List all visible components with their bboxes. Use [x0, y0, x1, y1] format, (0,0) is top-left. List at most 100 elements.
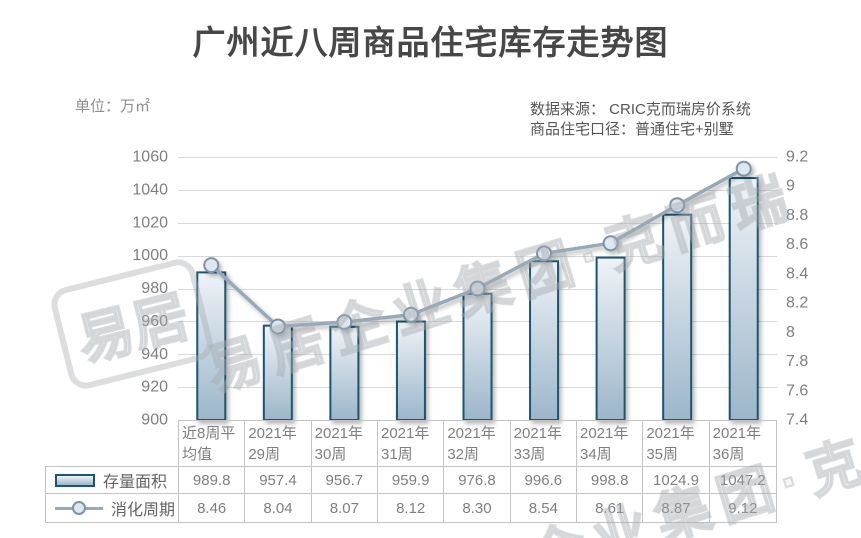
category-header-cell: 2021年 34周: [577, 421, 644, 466]
table-value-cell: 959.9: [378, 467, 445, 494]
bar-series: [196, 177, 759, 422]
bar: [262, 324, 293, 421]
table-value-cell: 8.87: [643, 494, 710, 522]
table-value-cell: 956.7: [311, 467, 378, 494]
bar: [595, 256, 626, 421]
category-header-cell: 2021年 30周: [312, 421, 378, 466]
data-table-header-row: 近8周平 均值 2021年 29周 2021年 30周 2021年 31周 2021年 32周 20…: [178, 420, 777, 467]
category-header-line: 31周: [381, 446, 413, 463]
table-value-cell: 8.12: [378, 494, 445, 522]
right-axis-tick-label: 8.4: [786, 265, 808, 282]
data-table-body: 存量面积 989.8 957.4 956.7 959.9 976.8 996.6 998.8 1…: [45, 466, 777, 523]
category-header-cell: 近8周平均值: [179, 421, 246, 466]
left-axis-tick-label: 980: [141, 280, 168, 297]
left-axis-tick-label: 1040: [132, 181, 168, 198]
table-value-cell: 996.6: [510, 467, 577, 494]
table-value-cell: 8.30: [444, 494, 511, 522]
source-line-1: 数据来源： CRIC克而瑞房价系统: [530, 101, 751, 118]
chart-title: 广州近八周商品住宅库存走势图: [192, 24, 669, 61]
table-value-cell: 989.8: [179, 467, 246, 494]
line-marker: [536, 245, 553, 262]
bar: [395, 320, 426, 421]
line-marker: [203, 257, 220, 274]
legend-cell-inventory-area: 存量面积: [46, 467, 179, 494]
category-header-line: 29周: [248, 446, 281, 463]
category-header-line: 2021年: [580, 425, 629, 442]
left-axis-tick-label: 1000: [132, 247, 168, 264]
right-axis-tick-label: 9: [786, 178, 795, 195]
bar: [329, 325, 360, 421]
line-marker: [735, 160, 752, 177]
right-axis-tick-label: 8.6: [786, 236, 808, 253]
table-value-cell: 9.12: [728, 499, 758, 517]
category-header-line: 2021年: [447, 425, 496, 442]
line-marker: [602, 235, 619, 252]
line-marker: [269, 318, 286, 335]
left-axis-tick-label: 940: [141, 346, 168, 363]
right-axis-tick-label: 8: [786, 324, 795, 341]
category-header-line: 2021年: [248, 425, 297, 442]
table-value-cell: 8.04: [245, 494, 312, 522]
category-header-cell: 2021年 36周: [710, 421, 776, 466]
category-header-line: 2021年: [513, 425, 563, 442]
bar-legend-swatch-icon: [55, 473, 95, 487]
category-header-line: 35周: [646, 446, 679, 463]
line-marker: [336, 314, 353, 331]
category-header-line: 32周: [447, 446, 480, 463]
left-axis-tick-label: 1060: [132, 149, 168, 166]
legend-cell-depletion-cycle: 消化周期: [46, 494, 179, 522]
table-value-cell: 957.4: [245, 467, 312, 494]
legend-label: 存量面积: [103, 474, 168, 491]
right-axis-tick-label: 8.8: [786, 207, 808, 224]
category-header-line: 均值: [182, 446, 213, 463]
category-header-line: 2021年: [712, 425, 762, 442]
source-note: 数据来源： CRIC克而瑞房价系统 商品住宅口径：普通住宅+别墅: [530, 100, 751, 140]
category-header-cell: 2021年 35周: [643, 421, 710, 466]
table-value-cell: 1024.9: [643, 467, 710, 494]
table-value-cell: 8.46: [179, 494, 246, 522]
left-axis-tick-label: 900: [141, 412, 168, 429]
table-value-cell: 8.54: [511, 494, 577, 522]
bar: [196, 271, 227, 421]
legend-label: 消化周期: [111, 502, 176, 519]
category-header-line: 2021年: [381, 425, 430, 442]
category-header-line: 2021年: [314, 425, 364, 442]
right-axis-tick-label: 8.2: [786, 295, 808, 312]
right-axis-tick-label: 7.8: [786, 353, 808, 370]
bar: [728, 177, 759, 421]
line-marker: [402, 306, 419, 323]
bar: [462, 292, 493, 422]
category-header-cell: 2021年 29周: [245, 421, 312, 466]
bar: [529, 260, 560, 421]
category-header-line: 30周: [314, 446, 347, 463]
category-header-line: 2021年: [646, 425, 695, 442]
table-value-cell: 1047.2: [709, 467, 776, 494]
unit-label: 单位：万㎡: [75, 98, 151, 115]
table-value-cell: 976.8: [444, 467, 511, 494]
table-value-cell: 8.07: [312, 494, 378, 522]
table-value-cell: 998.8: [577, 467, 644, 494]
bar: [662, 213, 693, 421]
category-header-line: 33周: [513, 446, 546, 463]
right-axis-tick-label: 9.2: [786, 149, 808, 166]
category-header-cell: 2021年 31周: [378, 421, 445, 466]
line-marker: [669, 197, 686, 214]
category-header-line: 36周: [712, 446, 745, 463]
table-value-cell: 8.61: [577, 494, 644, 522]
left-axis-tick-label: 960: [141, 313, 168, 330]
left-axis-tick-label: 920: [141, 379, 168, 396]
category-header-line: 34周: [580, 446, 612, 463]
right-axis-tick-label: 7.4: [786, 412, 808, 429]
right-axis-tick-label: 7.6: [786, 382, 808, 399]
category-header-line: 近8周平: [182, 425, 236, 442]
source-line-2: 商品住宅口径：普通住宅+别墅: [530, 121, 734, 138]
line-series: [203, 160, 752, 335]
line-legend-swatch-icon: [55, 501, 103, 515]
category-header-cell: 2021年 33周: [511, 421, 577, 466]
left-axis-tick-label: 1020: [132, 214, 168, 231]
line-marker: [469, 280, 486, 297]
axis-labels: 900 920 940 960 980 1000 1020 1040 1060 7.4 7.6 7.8…: [132, 149, 808, 429]
category-header-cell: 2021年 32周: [444, 421, 511, 466]
